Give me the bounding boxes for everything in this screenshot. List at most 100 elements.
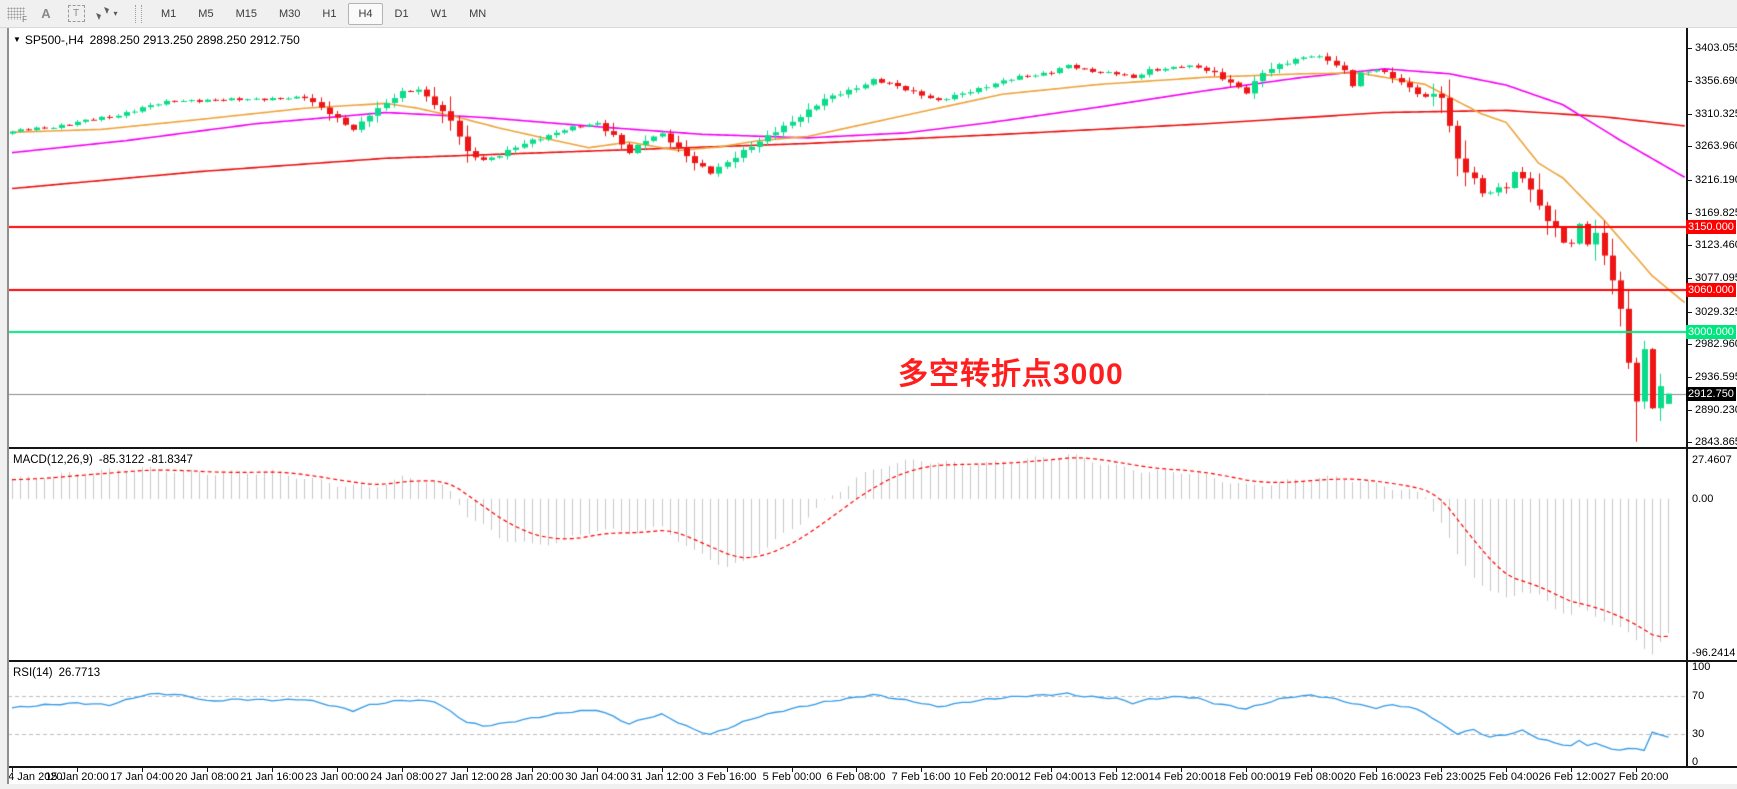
price-tick-label: 3123.460 <box>1695 239 1737 251</box>
time-axis-tick <box>1636 768 1637 772</box>
chart-header: ▼ SP500-,H4 2898.250 2913.250 2898.250 291… <box>13 33 300 47</box>
price-axis-tick <box>1688 81 1692 82</box>
price-tick-label: 3310.325 <box>1695 108 1737 120</box>
price-axis-tick <box>1688 48 1692 49</box>
timeframe-h1[interactable]: H1 <box>322 7 337 20</box>
price-tick-label: 2890.230 <box>1695 404 1737 416</box>
time-axis-tick <box>532 768 533 772</box>
text-label-tool-icon[interactable]: A <box>41 6 51 21</box>
dotted-grid-f-icon[interactable]: F <box>4 3 28 25</box>
time-axis-tick <box>986 768 987 772</box>
time-axis-label: 13 Feb 12:00 <box>1083 771 1149 783</box>
time-axis-tick <box>77 768 78 772</box>
time-axis-tick <box>792 768 793 772</box>
price-axis-tick <box>1688 245 1692 246</box>
dropdown-caret-icon[interactable]: ▾ <box>113 9 118 18</box>
price-axis-tick <box>1688 312 1692 313</box>
macd-name: MACD(12,26,9) <box>13 454 93 466</box>
time-axis-label: 5 Feb 00:00 <box>762 771 822 783</box>
rsi-label: RSI(14) 26.7713 <box>13 667 100 679</box>
time-axis-tick <box>1506 768 1507 772</box>
timeframe-m5[interactable]: M5 <box>198 7 214 20</box>
symbol-period-label: SP500-,H4 <box>24 33 84 47</box>
time-axis-label: 31 Jan 12:00 <box>630 771 694 783</box>
rsi-scale-label: 30 <box>1692 728 1705 740</box>
timeframe-mn[interactable]: MN <box>469 7 487 20</box>
main-chart-canvas[interactable] <box>8 28 1686 447</box>
window-left-edge <box>0 27 9 784</box>
macd-label: MACD(12,26,9) -85.3122 -81.8347 <box>13 454 193 466</box>
time-axis-label: 10 Feb 20:00 <box>953 771 1019 783</box>
time-axis-tick <box>1181 768 1182 772</box>
time-axis-label: 18 Feb 00:00 <box>1213 771 1279 783</box>
macd-values: -85.3122 -81.8347 <box>98 454 193 466</box>
price-axis-tick <box>1688 180 1692 181</box>
rsi-scale-label: 0 <box>1692 756 1699 768</box>
ohlc-values: 2898.250 2913.250 2898.250 2912.750 <box>89 33 300 47</box>
chart-text-annotation[interactable]: 多空转折点3000 <box>898 358 1124 391</box>
time-axis-tick <box>1246 768 1247 772</box>
price-tick-label: 2936.595 <box>1695 371 1737 383</box>
macd-panel-canvas[interactable] <box>8 450 1686 660</box>
time-axis-tick <box>1311 768 1312 772</box>
time-axis-tick <box>662 768 663 772</box>
rsi-scale-label: 70 <box>1692 690 1705 702</box>
timeframe-w1[interactable]: W1 <box>430 7 448 20</box>
rsi-panel-divider[interactable] <box>8 660 1737 662</box>
time-axis-tick <box>1571 768 1572 772</box>
window-bottom-edge <box>0 784 1737 789</box>
toolbar: F A T ▾ M1 M5 M15 M30 H1 H4 D1 W1 MN <box>0 0 1737 28</box>
time-axis-tick <box>1051 768 1052 772</box>
time-axis-label: 12 Feb 04:00 <box>1018 771 1084 783</box>
time-axis-label: 14 Jan 2020 <box>2 771 63 783</box>
macd-scale-label: 0.00 <box>1692 493 1714 505</box>
time-axis-tick <box>856 768 857 772</box>
price-tick-label: 3169.825 <box>1695 207 1737 219</box>
arrows-icon <box>96 7 110 20</box>
time-axis-label: 15 Jan 20:00 <box>45 771 109 783</box>
macd-scale-label: 27.4607 <box>1692 454 1732 466</box>
time-axis-tick <box>467 768 468 772</box>
price-axis-tick <box>1688 442 1692 443</box>
symbol-dropdown-icon[interactable]: ▼ <box>13 35 21 44</box>
time-axis-label: 28 Jan 20:00 <box>500 771 564 783</box>
macd-panel-divider[interactable] <box>8 447 1737 449</box>
macd-scale-label: -96.2414 <box>1692 647 1736 659</box>
chart-bottom-border <box>8 766 1737 768</box>
time-axis-tick <box>1116 768 1117 772</box>
time-axis-label: 30 Jan 04:00 <box>565 771 629 783</box>
timeframe-d1[interactable]: D1 <box>394 7 409 20</box>
time-axis[interactable] <box>8 768 1686 784</box>
time-axis-label: 6 Feb 08:00 <box>826 771 886 783</box>
time-axis-tick <box>402 768 403 772</box>
price-axis-tick <box>1688 146 1692 147</box>
time-axis-label: 3 Feb 16:00 <box>697 771 757 783</box>
timeframe-m30[interactable]: M30 <box>278 7 301 20</box>
timeframe-h4-active[interactable]: H4 <box>348 2 383 25</box>
price-tick-label: 3216.190 <box>1695 174 1737 186</box>
price-tick-label: 3029.325 <box>1695 306 1737 318</box>
timeframe-m15[interactable]: M15 <box>235 7 257 20</box>
toolbar-grip[interactable] <box>135 4 142 23</box>
rsi-scale-label: 100 <box>1692 661 1711 673</box>
price-axis-tick <box>1688 377 1692 378</box>
time-axis-label: 27 Feb 20:00 <box>1603 771 1669 783</box>
price-axis-tick <box>1688 213 1692 214</box>
price-axis-tick <box>1688 344 1692 345</box>
time-axis-tick <box>272 768 273 772</box>
time-axis-tick <box>337 768 338 772</box>
time-axis-tick <box>727 768 728 772</box>
time-axis-tick <box>1376 768 1377 772</box>
arrows-tool-icon[interactable]: ▾ <box>94 3 118 25</box>
price-tick-label: 3356.690 <box>1695 75 1737 87</box>
time-axis-tick <box>207 768 208 772</box>
price-tick-label: 2843.865 <box>1695 436 1737 448</box>
timeframe-m1[interactable]: M1 <box>161 7 177 20</box>
text-box-tool-icon[interactable]: T <box>64 3 88 25</box>
price-tick-label: 3077.095 <box>1695 272 1737 284</box>
time-axis-label: 7 Feb 16:00 <box>891 771 951 783</box>
rsi-panel-canvas[interactable] <box>8 663 1686 766</box>
price-tick-label: 3403.055 <box>1695 42 1737 54</box>
price-axis-tick <box>1688 114 1692 115</box>
time-axis-tick <box>142 768 143 772</box>
